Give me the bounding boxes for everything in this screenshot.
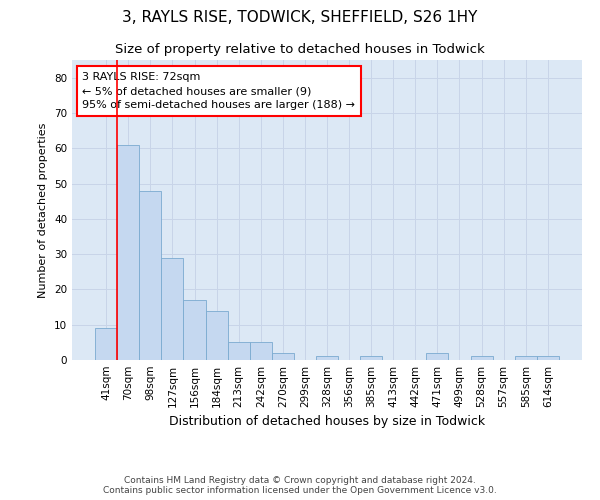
Bar — [95, 328, 117, 360]
Y-axis label: Number of detached properties: Number of detached properties — [38, 122, 49, 298]
Bar — [360, 356, 382, 360]
Bar — [515, 356, 537, 360]
Text: 3, RAYLS RISE, TODWICK, SHEFFIELD, S26 1HY: 3, RAYLS RISE, TODWICK, SHEFFIELD, S26 1… — [122, 10, 478, 25]
Text: Contains HM Land Registry data © Crown copyright and database right 2024.
Contai: Contains HM Land Registry data © Crown c… — [103, 476, 497, 495]
Bar — [227, 342, 250, 360]
Bar — [316, 356, 338, 360]
Bar — [537, 356, 559, 360]
Bar — [272, 353, 294, 360]
Bar — [117, 144, 139, 360]
Bar — [161, 258, 184, 360]
Bar — [427, 353, 448, 360]
X-axis label: Distribution of detached houses by size in Todwick: Distribution of detached houses by size … — [169, 416, 485, 428]
Bar — [470, 356, 493, 360]
Text: 3 RAYLS RISE: 72sqm
← 5% of detached houses are smaller (9)
95% of semi-detached: 3 RAYLS RISE: 72sqm ← 5% of detached hou… — [82, 72, 355, 110]
Bar — [206, 310, 227, 360]
Bar — [184, 300, 206, 360]
Bar — [250, 342, 272, 360]
Text: Size of property relative to detached houses in Todwick: Size of property relative to detached ho… — [115, 42, 485, 56]
Bar — [139, 190, 161, 360]
